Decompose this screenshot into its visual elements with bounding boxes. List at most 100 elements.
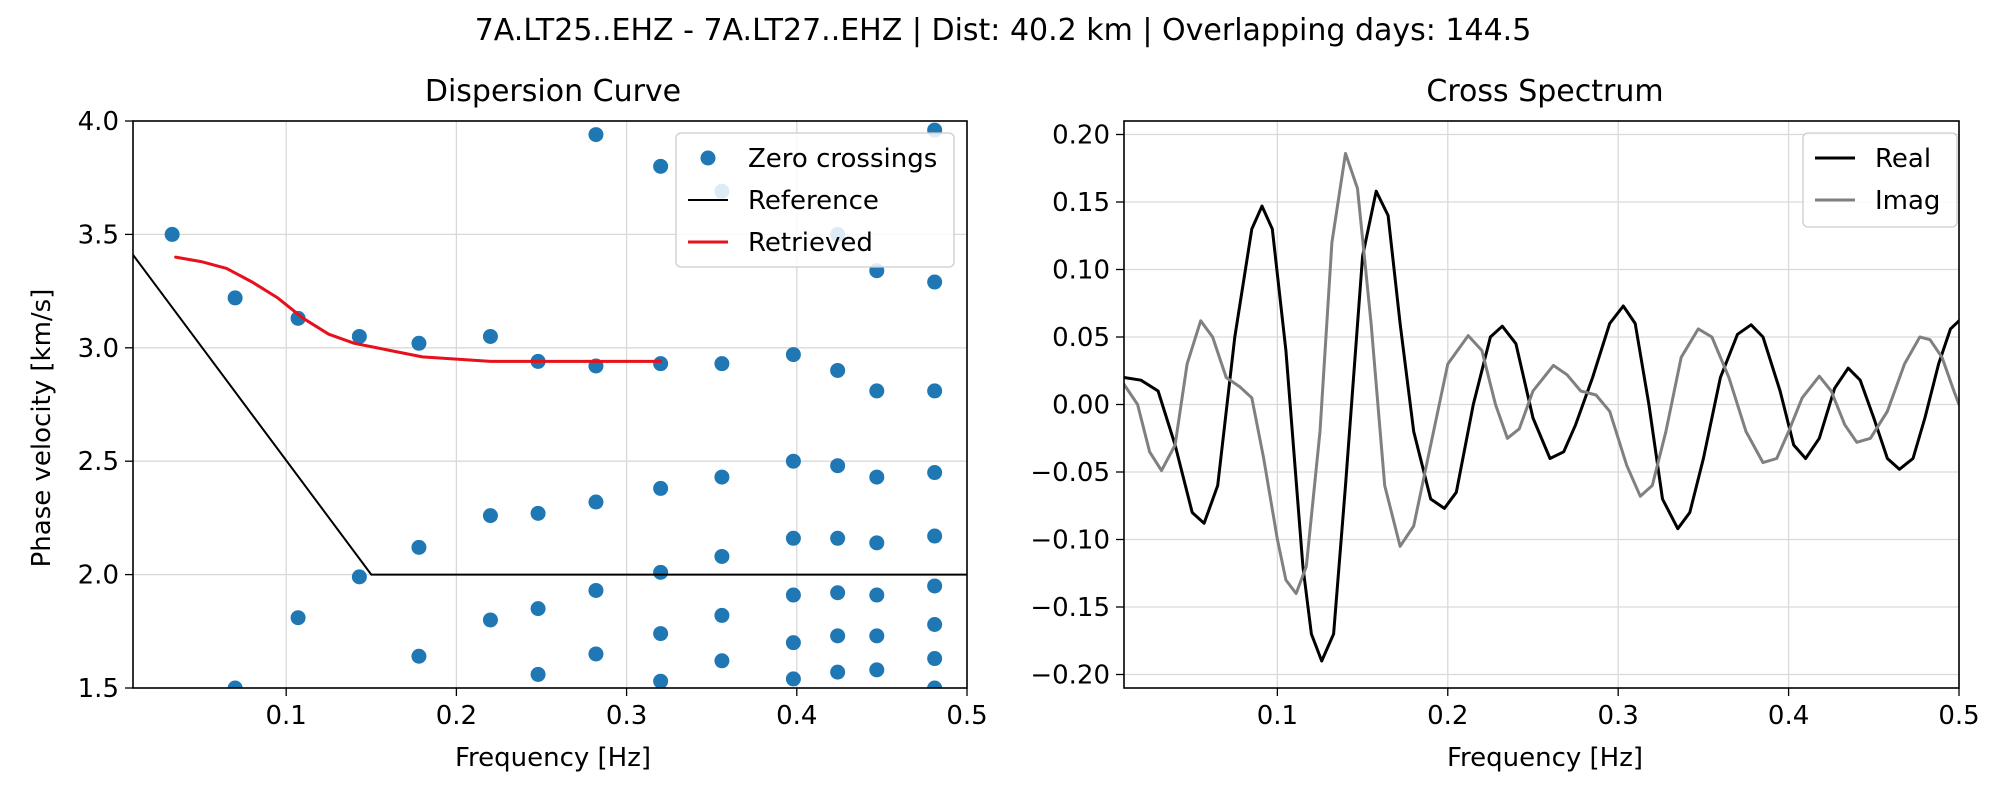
dispersion-y-tick-label: 3.0	[78, 334, 119, 364]
imag-line	[1124, 151, 1959, 595]
zero-crossing-point	[714, 653, 730, 669]
cross-spectrum-chart: Cross Spectrum 0.1 0.2 0.3 0.4 0.5 −0.20 −0.15…	[1030, 74, 1979, 773]
dispersion-legend-handle-zero-crossings	[700, 150, 716, 166]
zero-crossing-point	[927, 651, 943, 667]
zero-crossing-point	[869, 662, 885, 678]
zero-crossing-point	[588, 127, 604, 143]
zero-crossing-point	[482, 508, 498, 524]
zero-crossing-point	[830, 530, 846, 546]
cross-spectrum-legend-label-real: Real	[1875, 144, 1931, 174]
zero-crossing-point	[351, 569, 367, 585]
dispersion-y-tick-label: 2.5	[78, 447, 119, 477]
zero-crossing-point	[588, 494, 604, 510]
cross-spectrum-x-tick-label: 0.5	[1938, 701, 1979, 731]
zero-crossing-point	[830, 628, 846, 644]
dispersion-x-tick-label: 0.5	[946, 701, 987, 731]
cross-spectrum-ticks: 0.1 0.2 0.3 0.4 0.5 −0.20 −0.15 −0.10 −0.05 0.00 0…	[1030, 121, 1979, 732]
cross-spectrum-y-tick-label: 0.15	[1052, 188, 1110, 218]
zero-crossing-point	[714, 356, 730, 372]
zero-crossing-point	[927, 578, 943, 594]
zero-crossing-point	[588, 582, 604, 598]
dispersion-legend-label-zero-crossings: Zero crossings	[748, 144, 937, 174]
zero-crossing-point	[785, 635, 801, 651]
zero-crossing-point	[785, 587, 801, 603]
dispersion-x-tick-label: 0.4	[776, 701, 817, 731]
zero-crossing-point	[653, 480, 669, 496]
zero-crossing-point	[653, 158, 669, 174]
dispersion-x-tick-label: 0.2	[436, 701, 477, 731]
zero-crossing-point	[482, 328, 498, 344]
cross-spectrum-y-tick-label: 0.00	[1052, 391, 1110, 421]
cross-spectrum-plot-area	[1124, 151, 1959, 663]
zero-crossing-point	[530, 601, 546, 617]
zero-crossing-point	[164, 226, 180, 242]
zero-crossing-point	[830, 458, 846, 474]
dispersion-ticks: 0.1 0.2 0.3 0.4 0.5 1.5 2.0 2.5 3.0 3.5 4.0	[78, 107, 988, 731]
dispersion-axes-frame	[132, 120, 968, 689]
zero-crossing-point	[653, 564, 669, 580]
zero-crossing-point	[927, 528, 943, 544]
zero-crossing-point	[869, 587, 885, 603]
cross-spectrum-y-tick-label: 0.20	[1052, 121, 1110, 151]
zero-crossing-point	[530, 505, 546, 521]
zero-crossing-point	[785, 671, 801, 687]
zero-crossing-point	[830, 664, 846, 680]
zero-crossing-point	[869, 469, 885, 485]
dispersion-y-tick-label: 1.5	[78, 674, 119, 704]
zero-crossing-point	[714, 469, 730, 485]
zero-crossing-point	[869, 535, 885, 551]
cross-spectrum-x-tick-label: 0.1	[1257, 701, 1298, 731]
dispersion-legend-label-retrieved: Retrieved	[748, 228, 873, 258]
dispersion-chart-title: Dispersion Curve	[425, 74, 681, 109]
zero-crossing-point	[290, 610, 306, 626]
zero-crossing-point	[927, 465, 943, 481]
cross-spectrum-y-tick-label: −0.15	[1030, 593, 1110, 623]
dispersion-curve-chart: Dispersion Curve 0.1 0.2 0.3 0.4 0.5 1.5 2.0 2.…	[27, 74, 988, 773]
zero-crossing-point	[785, 530, 801, 546]
zero-crossing-point	[927, 680, 943, 688]
zero-crossing-point	[927, 274, 943, 290]
zero-crossing-point	[588, 646, 604, 662]
dispersion-legend-label-reference: Reference	[748, 186, 879, 216]
dispersion-x-tick-label: 0.3	[606, 701, 647, 731]
dispersion-plot-area	[133, 122, 967, 688]
zero-crossing-point	[869, 628, 885, 644]
cross-spectrum-y-tick-label: −0.05	[1030, 458, 1110, 488]
retrieved-line	[174, 255, 663, 363]
zero-crossing-point	[227, 680, 243, 688]
zero-crossing-point	[653, 356, 669, 372]
dispersion-x-axis-label: Frequency [Hz]	[455, 743, 651, 773]
zero-crossing-point	[227, 290, 243, 306]
cross-spectrum-x-tick-label: 0.2	[1427, 701, 1468, 731]
zero-crossing-point	[927, 616, 943, 632]
zero-crossing-point	[290, 310, 306, 326]
zero-crossing-point	[411, 335, 427, 351]
dispersion-y-axis-label: Phase velocity [km/s]	[27, 289, 57, 568]
zero-crossing-point	[653, 626, 669, 642]
zero-crossing-point	[411, 648, 427, 664]
cross-spectrum-chart-title: Cross Spectrum	[1426, 74, 1663, 109]
cross-spectrum-x-tick-label: 0.3	[1598, 701, 1639, 731]
dispersion-legend: Zero crossings Reference Retrieved	[675, 132, 955, 268]
zero-crossing-point	[785, 347, 801, 363]
dispersion-y-tick-label: 3.5	[78, 220, 119, 250]
cross-spectrum-y-tick-label: −0.10	[1030, 526, 1110, 556]
cross-spectrum-legend: Real Imag	[1802, 132, 1958, 228]
dispersion-x-tick-label: 0.1	[266, 701, 307, 731]
zero-crossing-point	[830, 362, 846, 378]
zero-crossing-point	[869, 383, 885, 399]
zero-crossing-point	[351, 328, 367, 344]
dispersion-legend-box	[675, 132, 955, 268]
figure-suptitle: 7A.LT25..EHZ - 7A.LT27..EHZ | Dist: 40.2…	[475, 13, 1532, 48]
zero-crossing-point	[482, 612, 498, 628]
dispersion-y-tick-label: 2.0	[78, 561, 119, 591]
zero-crossing-point	[785, 453, 801, 469]
dispersion-y-tick-label: 4.0	[78, 107, 119, 137]
zero-crossing-point	[653, 673, 669, 688]
cross-spectrum-x-axis-label: Frequency [Hz]	[1447, 743, 1643, 773]
zero-crossing-point	[530, 666, 546, 682]
cross-spectrum-y-tick-label: −0.20	[1030, 661, 1110, 691]
cross-spectrum-x-tick-label: 0.4	[1768, 701, 1809, 731]
cross-spectrum-y-tick-label: 0.10	[1052, 256, 1110, 286]
